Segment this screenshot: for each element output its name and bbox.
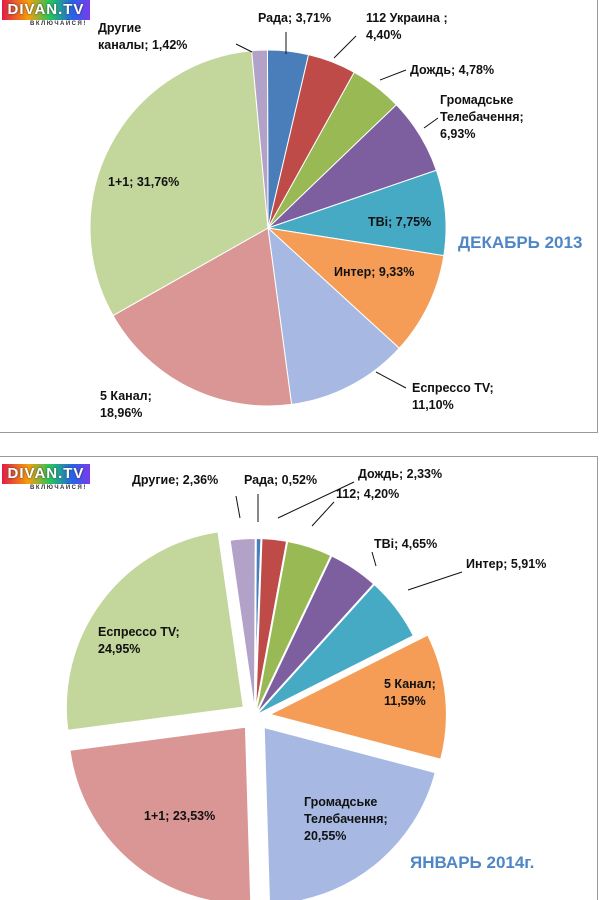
leader-line-2 (277, 481, 355, 519)
pie-slice-8 (68, 725, 253, 900)
leader-line-2 (333, 35, 357, 59)
divan-tv-logo: DIVAN.TV ВКЛЮЧАЙСЯ! (0, 0, 92, 34)
logo-wordmark: DIVAN.TV (2, 464, 90, 484)
pie-slice-8 (112, 227, 293, 407)
logo-tagline: ВКЛЮЧАЙСЯ! (30, 21, 87, 27)
pie-slice-10 (228, 537, 257, 717)
leader-line-4 (371, 551, 377, 567)
data-label-8: 1+1; 23,53% (144, 809, 215, 823)
data-label-7: Еспрессо TV; 11,10% (412, 381, 494, 412)
pie-slice-10 (251, 49, 269, 229)
data-label-1: Рада; 0,52% (244, 473, 317, 487)
data-label-4: Громадське Телебачення; 6,93% (440, 93, 524, 141)
data-label-3: Дождь; 4,78% (410, 63, 494, 77)
chart-panel-january: DIVAN.TV ВКЛЮЧАЙСЯ! Рада; 0,52% Дождь; 2,… (0, 456, 600, 900)
pie-chart-january: Рада; 0,52% Дождь; 2,33% 112; 4,20% ТВі; 4,… (64, 467, 546, 900)
logo-wordmark: DIVAN.TV (2, 0, 90, 20)
pie-slice-5 (254, 582, 416, 717)
leader-line-4 (423, 117, 439, 129)
pie-slice-7 (267, 226, 400, 405)
pie-slice-9 (89, 50, 269, 317)
pie-slice-9 (64, 530, 245, 732)
leader-line-10 (235, 43, 253, 53)
divan-tv-logo: DIVAN.TV ВКЛЮЧАЙСЯ! (0, 464, 92, 498)
pie-slice-6 (266, 633, 448, 762)
data-label-2: 112 Украина ; 4,40% (366, 11, 448, 42)
data-label-9: 1+1; 31,76% (108, 175, 179, 189)
pie-slice-6 (266, 227, 445, 349)
data-label-4: ТВі; 4,65% (374, 537, 437, 551)
leader-line-3 (379, 69, 407, 81)
data-label-7: Громадське Телебачення; 20,55% (304, 795, 388, 843)
data-label-10: Другие каналы; 1,42% (98, 21, 187, 52)
data-label-1: Рада; 3,71% (258, 11, 331, 25)
data-label-3: 112; 4,20% (336, 487, 399, 501)
chart-title: ДЕКАБРЬ 2013 (458, 233, 582, 252)
data-label-2: Дождь; 2,33% (358, 467, 442, 481)
pie-chart-december: Рада; 3,71% 112 Украина ; 4,40% Дождь; 4,78… (89, 11, 582, 420)
data-label-6: Интер; 9,33% (334, 265, 414, 279)
leader-line-7 (375, 371, 407, 389)
data-label-10: Другие; 2,36% (132, 473, 218, 487)
leader-line-10 (235, 495, 241, 519)
data-label-8: 5 Канал; 18,96% (100, 389, 152, 420)
leader-line-3 (311, 501, 335, 527)
data-label-5: Интер; 5,91% (466, 557, 546, 571)
chart-panel-december: DIVAN.TV ВКЛЮЧАЙСЯ! Рада; 3,71% 112 Украи… (0, 0, 600, 433)
pie-slice-7 (262, 725, 438, 900)
leader-line-5 (407, 571, 463, 591)
data-label-5: ТВі; 7,75% (368, 215, 431, 229)
panel-frame (0, 0, 598, 433)
panel-frame (0, 456, 598, 900)
chart-title: ЯНВАРЬ 2014г. (410, 853, 534, 872)
data-label-9: Еспрессо TV; 24,95% (98, 625, 180, 656)
data-label-6: 5 Канал; 11,59% (384, 677, 436, 708)
logo-tagline: ВКЛЮЧАЙСЯ! (30, 485, 87, 491)
